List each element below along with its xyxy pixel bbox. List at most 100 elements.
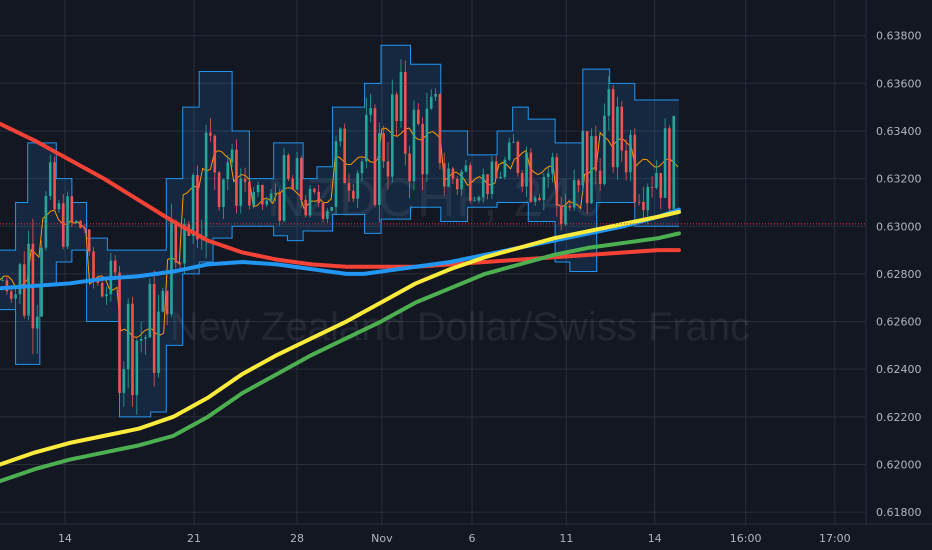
price-axis[interactable]: 0.63800 0.63600 0.63400 0.63200 0.63000 0.628…: [865, 0, 922, 524]
candle-body-142: [616, 106, 619, 168]
candle-body-101: [438, 94, 442, 164]
candle-body-136: [590, 136, 593, 204]
candle-body-147: [637, 201, 641, 203]
candle-body-62: [269, 193, 273, 201]
candle-body-52: [226, 162, 230, 180]
candle-body-126: [546, 173, 550, 178]
candle-body-28: [122, 369, 126, 393]
candle-body-48: [209, 132, 212, 136]
candle-body-104: [451, 168, 455, 179]
y-tick-label: 0.62000: [876, 458, 922, 471]
candle-body-92: [399, 71, 403, 122]
y-tick-label: 0.63800: [876, 30, 922, 43]
y-tick-label: 0.62200: [876, 411, 922, 424]
candle-body-30: [131, 303, 134, 396]
candle-body-34: [148, 283, 152, 338]
candle-body-54: [235, 149, 238, 206]
candle-body-113: [490, 161, 494, 195]
candle-body-151: [655, 172, 658, 188]
x-tick-label: Nov: [371, 532, 393, 545]
candle-body-146: [633, 134, 637, 202]
candle-body-45: [196, 175, 199, 240]
candle-body-139: [603, 115, 606, 185]
candle-body-122: [529, 152, 533, 202]
candle-body-107: [464, 165, 468, 172]
x-tick-label: 17:00: [819, 532, 851, 545]
x-tick-label: 14: [648, 532, 662, 545]
candle-body-67: [291, 178, 295, 190]
x-tick-label: 11: [559, 532, 573, 545]
candle-body-60: [261, 184, 264, 205]
candle-body-115: [499, 176, 502, 179]
candle-body-119: [516, 141, 520, 174]
y-tick-label: 0.63400: [876, 125, 922, 138]
candle-body-94: [408, 153, 411, 182]
candle-body-5: [22, 264, 26, 316]
candle-body-95: [412, 109, 416, 182]
candle-body-100: [434, 94, 437, 97]
x-tick-label: 16:00: [730, 532, 762, 545]
candle-body-78: [339, 128, 342, 142]
candle-body-70: [304, 199, 307, 216]
candle-body-21: [92, 251, 95, 281]
candle-body-135: [585, 131, 589, 204]
channel-lower-line: [0, 201, 679, 418]
channel-mid-line: [0, 127, 679, 339]
y-tick-label: 0.63600: [876, 77, 922, 90]
candlesticks: [1, 59, 676, 415]
candle-body-32: [139, 338, 143, 341]
candle-body-86: [373, 108, 377, 205]
candle-body-3: [14, 294, 17, 299]
y-tick-label: 0.62800: [876, 268, 922, 281]
candle-body-99: [429, 96, 433, 109]
candle-body-128: [555, 157, 559, 206]
candle-body-80: [347, 183, 351, 191]
candle-body-98: [425, 108, 429, 175]
y-tick-label: 0.62400: [876, 363, 922, 376]
moving-averages: [0, 121, 681, 484]
candle-body-144: [624, 150, 628, 173]
candle-body-83: [360, 161, 364, 174]
candle-body-131: [568, 205, 572, 208]
candle-body-36: [157, 311, 160, 374]
time-axis[interactable]: 14 21 28 Nov 6 11 14 16:00 17:00: [0, 523, 932, 545]
candle-body-65: [282, 155, 286, 221]
watermark-description: New Zealand Dollar/Swiss Franc: [170, 305, 750, 349]
candle-body-114: [494, 161, 498, 179]
candle-body-105: [455, 178, 459, 190]
candle-body-68: [295, 158, 299, 190]
candle-body-64: [278, 193, 282, 221]
candle-body-74: [321, 202, 325, 219]
candle-body-87: [378, 133, 381, 205]
candle-body-18: [79, 220, 82, 229]
candle-body-81: [352, 190, 355, 199]
candle-body-29: [126, 303, 130, 370]
candle-body-145: [629, 134, 632, 173]
candle-body-0: [1, 280, 4, 282]
candle-body-103: [447, 168, 450, 187]
candle-body-56: [243, 178, 247, 182]
candle-body-110: [477, 197, 481, 201]
candle-body-116: [503, 159, 507, 177]
candle-body-96: [416, 109, 420, 124]
candle-body-23: [100, 282, 104, 297]
x-tick-label: 21: [187, 532, 201, 545]
candle-body-134: [581, 131, 585, 186]
candle-body-59: [256, 184, 260, 193]
candle-body-106: [460, 171, 463, 190]
candle-body-12: [53, 162, 56, 210]
candle-body-26: [113, 260, 117, 273]
candle-body-53: [230, 149, 234, 163]
candle-body-127: [551, 157, 554, 174]
candle-body-2: [9, 291, 13, 299]
candle-body-69: [300, 158, 303, 200]
candle-body-117: [507, 142, 511, 160]
candle-body-8: [35, 316, 39, 329]
candle-body-13: [57, 203, 61, 210]
candle-body-93: [403, 71, 407, 154]
candle-body-137: [594, 136, 598, 171]
candle-body-35: [152, 283, 156, 374]
candle-body-42: [183, 224, 186, 264]
candle-body-73: [317, 191, 320, 203]
